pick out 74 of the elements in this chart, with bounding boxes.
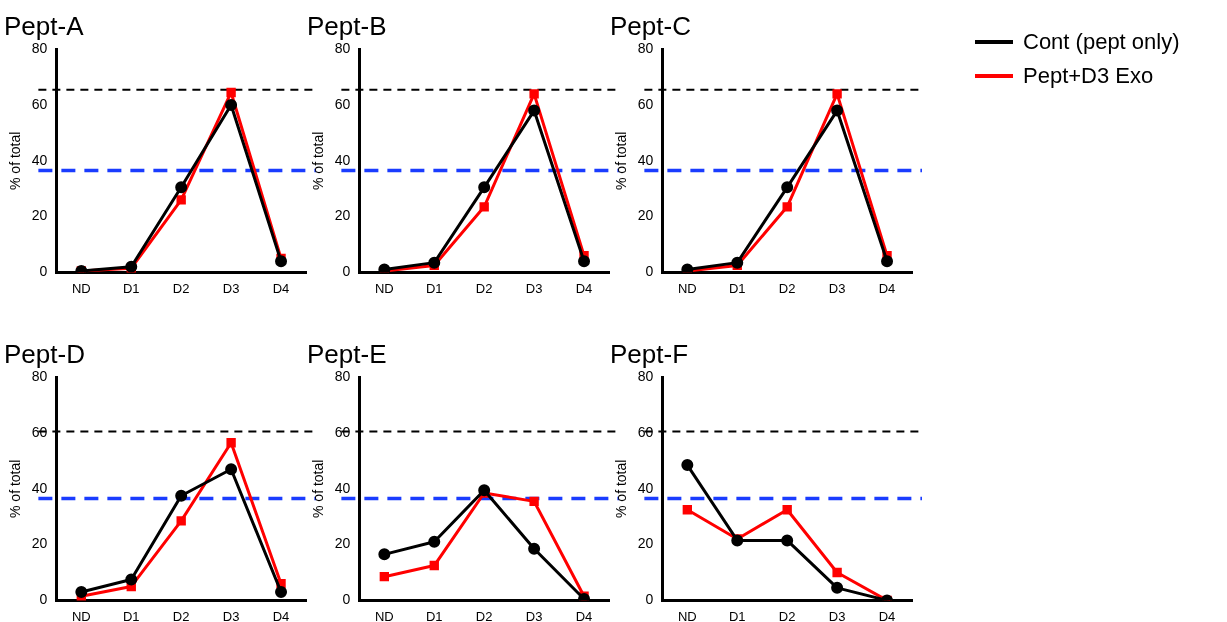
x-tick-label: D4 bbox=[575, 280, 593, 296]
y-tick-label: 80 bbox=[334, 40, 351, 57]
x-tick-label: D1 bbox=[728, 608, 746, 622]
y-tick-label: 60 bbox=[31, 423, 48, 440]
y-tick-label: 0 bbox=[39, 263, 48, 280]
y-tick-label: 0 bbox=[342, 263, 351, 280]
x-tick-label: D4 bbox=[272, 280, 290, 296]
y-tick-label: 20 bbox=[31, 207, 48, 224]
y-tick-label: 40 bbox=[334, 479, 351, 496]
y-tick-label: 20 bbox=[334, 207, 351, 224]
y-axis-title: % of total bbox=[7, 459, 24, 518]
x-tick-label: ND bbox=[677, 280, 697, 296]
y-tick-label: 40 bbox=[31, 151, 48, 168]
y-tick-label: 20 bbox=[637, 207, 654, 224]
y-tick-label: 80 bbox=[637, 368, 654, 385]
y-tick-label: 80 bbox=[31, 368, 48, 385]
x-tick-label: D3 bbox=[828, 608, 846, 622]
x-tick-label: D3 bbox=[222, 280, 240, 296]
chart-title: Pept-D bbox=[4, 338, 85, 369]
y-axis-title: % of total bbox=[613, 131, 630, 190]
y-tick-label: 80 bbox=[637, 40, 654, 57]
legend-label: Pept+D3 Exo bbox=[1023, 63, 1154, 89]
x-tick-label: ND bbox=[71, 280, 91, 296]
chart-title: Pept-E bbox=[307, 338, 387, 369]
y-tick-label: 40 bbox=[637, 151, 654, 168]
x-tick-label: D4 bbox=[272, 608, 290, 622]
y-tick-label: 0 bbox=[645, 591, 654, 608]
y-tick-label: 60 bbox=[637, 95, 654, 112]
y-tick-label: 60 bbox=[334, 423, 351, 440]
x-tick-label: D4 bbox=[878, 608, 896, 622]
y-axis-title: % of total bbox=[613, 459, 630, 518]
y-tick-label: 60 bbox=[637, 423, 654, 440]
x-tick-label: D2 bbox=[778, 280, 796, 296]
x-tick-label: ND bbox=[677, 608, 697, 622]
y-tick-label: 0 bbox=[39, 591, 48, 608]
x-tick-label: D3 bbox=[525, 280, 543, 296]
chart-title: Pept-A bbox=[4, 10, 85, 41]
x-tick-label: D4 bbox=[878, 280, 896, 296]
y-tick-label: 80 bbox=[31, 40, 48, 57]
x-tick-label: D2 bbox=[475, 608, 493, 622]
x-tick-label: ND bbox=[374, 608, 394, 622]
y-tick-label: 40 bbox=[637, 479, 654, 496]
x-tick-label: D1 bbox=[728, 280, 746, 296]
chart-title: Pept-C bbox=[610, 10, 691, 41]
x-tick-label: D1 bbox=[425, 608, 443, 622]
y-tick-label: 60 bbox=[334, 95, 351, 112]
y-tick-label: 20 bbox=[334, 535, 351, 552]
x-tick-label: ND bbox=[374, 280, 394, 296]
x-tick-label: D4 bbox=[575, 608, 593, 622]
x-tick-label: D1 bbox=[425, 280, 443, 296]
x-tick-label: D2 bbox=[172, 280, 190, 296]
x-tick-label: D3 bbox=[828, 280, 846, 296]
legend-label: Cont (pept only) bbox=[1023, 29, 1180, 55]
chart-title: Pept-F bbox=[610, 338, 689, 369]
x-tick-label: D3 bbox=[222, 608, 240, 622]
y-tick-label: 20 bbox=[31, 535, 48, 552]
x-tick-label: D3 bbox=[525, 608, 543, 622]
chart-title: Pept-B bbox=[307, 10, 387, 41]
x-tick-label: D1 bbox=[122, 280, 140, 296]
x-tick-label: D1 bbox=[122, 608, 140, 622]
y-axis-title: % of total bbox=[310, 459, 327, 518]
x-tick-label: D2 bbox=[475, 280, 493, 296]
y-axis-title: % of total bbox=[310, 131, 327, 190]
y-tick-label: 20 bbox=[637, 535, 654, 552]
x-tick-label: ND bbox=[71, 608, 91, 622]
y-tick-label: 0 bbox=[645, 263, 654, 280]
y-axis-title: % of total bbox=[7, 131, 24, 190]
y-tick-label: 80 bbox=[334, 368, 351, 385]
y-tick-label: 40 bbox=[31, 479, 48, 496]
x-tick-label: D2 bbox=[778, 608, 796, 622]
y-tick-label: 0 bbox=[342, 591, 351, 608]
x-tick-label: D2 bbox=[172, 608, 190, 622]
y-tick-label: 60 bbox=[31, 95, 48, 112]
y-tick-label: 40 bbox=[334, 151, 351, 168]
